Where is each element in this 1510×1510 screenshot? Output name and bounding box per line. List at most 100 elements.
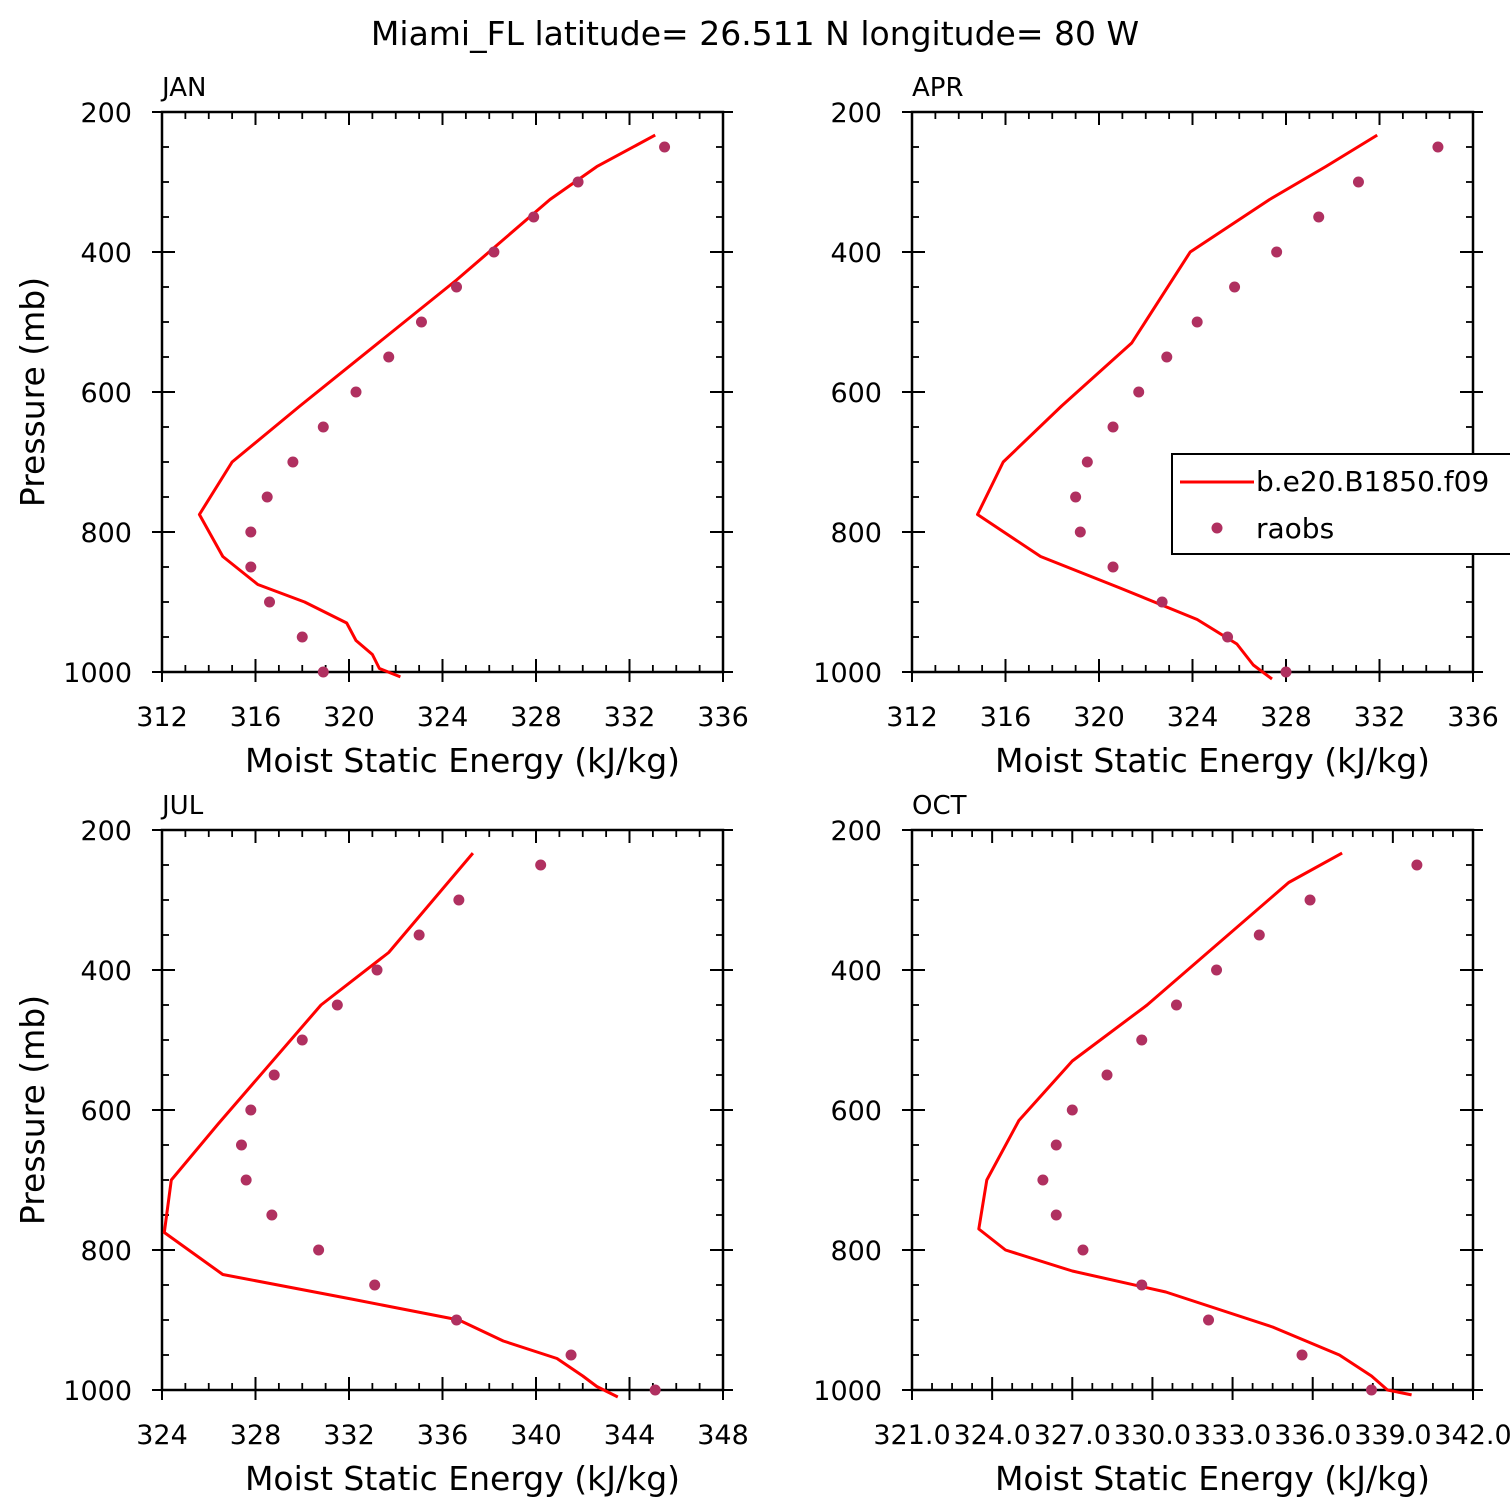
- data-point-raobs: [572, 176, 584, 188]
- data-point-raobs: [1352, 176, 1364, 188]
- data-point-raobs: [245, 561, 257, 573]
- data-point-raobs: [1161, 351, 1173, 363]
- panel-oct: 321.0 324.0 327.0 330.0 333.0 336.0 339.0 342.0…: [813, 791, 1510, 1498]
- data-point-raobs: [1170, 999, 1182, 1011]
- data-point-raobs: [296, 631, 308, 643]
- data-point-raobs: [1156, 596, 1168, 608]
- series-line-model: [197, 133, 656, 679]
- chart-title: Miami_FL latitude= 26.511 N longitude= 8…: [371, 14, 1139, 53]
- data-point-raobs: [1253, 929, 1265, 941]
- y-tick-label: 1000: [63, 658, 132, 689]
- x-tick-label: 332: [604, 702, 656, 733]
- x-axis-label: Moist Static Energy (kJ/kg): [995, 741, 1430, 780]
- data-point-raobs: [1070, 491, 1082, 503]
- y-tick-label: 600: [80, 378, 132, 409]
- data-point-raobs: [261, 491, 273, 503]
- data-point-raobs: [1365, 1384, 1377, 1396]
- data-point-raobs: [383, 351, 395, 363]
- data-point-raobs: [350, 386, 362, 398]
- data-point-raobs: [1050, 1139, 1062, 1151]
- panel-label: OCT: [912, 791, 967, 821]
- y-tick-label: 400: [830, 238, 882, 269]
- data-point-raobs: [1432, 141, 1444, 153]
- y-tick-label: 800: [830, 1236, 882, 1267]
- plot-frame: [910, 110, 1475, 674]
- x-tick-label: 324: [417, 702, 469, 733]
- x-tick-label: 328: [1260, 702, 1312, 733]
- data-point-raobs: [1296, 1349, 1308, 1361]
- data-point-raobs: [528, 211, 540, 223]
- y-tick-label: 200: [80, 816, 132, 847]
- data-point-raobs: [1066, 1104, 1078, 1116]
- y-tick-label: 1000: [813, 1376, 882, 1407]
- panel-jul: 324 328 332 336 340 344 348 200 400 600 800 1000 JUL…: [13, 791, 749, 1498]
- x-tick-label: 312: [136, 702, 188, 733]
- x-tick-label: 336: [417, 1420, 469, 1451]
- data-point-raobs: [371, 964, 383, 976]
- x-tick-label: 320: [1073, 702, 1125, 733]
- x-tick-label: 344: [604, 1420, 656, 1451]
- data-point-raobs: [1077, 1244, 1089, 1256]
- data-point-raobs: [317, 421, 329, 433]
- x-tick-label: 340: [510, 1420, 562, 1451]
- legend-label: b.e20.B1850.f09: [1256, 465, 1489, 498]
- data-point-raobs: [1203, 1314, 1215, 1326]
- data-point-raobs: [245, 1104, 257, 1116]
- data-point-raobs: [1107, 421, 1119, 433]
- panel-apr: 312 316 320 324 328 332 336 200 400 600 800 1000 APR…: [813, 73, 1510, 780]
- y-tick-label: 1000: [813, 658, 882, 689]
- data-point-raobs: [266, 1209, 278, 1221]
- data-point-raobs: [451, 281, 463, 293]
- y-tick-label: 400: [80, 956, 132, 987]
- data-point-raobs: [268, 1069, 280, 1081]
- x-tick-label: 333.0: [1194, 1420, 1271, 1451]
- x-axis-label: Moist Static Energy (kJ/kg): [245, 741, 680, 780]
- data-point-raobs: [649, 1384, 661, 1396]
- data-point-raobs: [535, 859, 547, 871]
- y-tick-label: 400: [830, 956, 882, 987]
- data-point-raobs: [287, 456, 299, 468]
- data-point-raobs: [659, 141, 671, 153]
- data-point-raobs: [1107, 561, 1119, 573]
- x-tick-label: 324.0: [953, 1420, 1030, 1451]
- y-tick-label: 800: [830, 518, 882, 549]
- data-point-raobs: [235, 1139, 247, 1151]
- y-tick-label: 1000: [63, 1376, 132, 1407]
- y-tick-label: 400: [80, 238, 132, 269]
- data-point-raobs: [488, 246, 500, 258]
- data-point-raobs: [451, 1314, 463, 1326]
- plot-frame: [910, 828, 1475, 1392]
- x-tick-label: 332: [1354, 702, 1406, 733]
- y-tick-label: 200: [80, 98, 132, 129]
- y-tick-label: 600: [830, 378, 882, 409]
- data-point-raobs: [296, 1034, 308, 1046]
- x-tick-label: 336.0: [1274, 1420, 1351, 1451]
- y-axis-label: Pressure (mb): [13, 995, 52, 1225]
- data-point-raobs: [313, 1244, 325, 1256]
- data-point-raobs: [331, 999, 343, 1011]
- y-tick-label: 800: [80, 1236, 132, 1267]
- x-tick-label: 316: [230, 702, 282, 733]
- data-point-raobs: [1050, 1209, 1062, 1221]
- legend-label: raobs: [1256, 512, 1334, 545]
- x-tick-label: 339.0: [1354, 1420, 1431, 1451]
- y-tick-label: 600: [830, 1096, 882, 1127]
- data-point-raobs: [1211, 964, 1223, 976]
- y-tick-label: 600: [80, 1096, 132, 1127]
- x-tick-label: 324: [1167, 702, 1219, 733]
- x-tick-label: 328: [230, 1420, 282, 1451]
- x-tick-label: 348: [697, 1420, 749, 1451]
- x-tick-label: 312: [886, 702, 938, 733]
- x-tick-label: 336: [697, 702, 749, 733]
- x-tick-label: 321.0: [873, 1420, 950, 1451]
- legend-box: [1171, 453, 1510, 555]
- y-tick-label: 200: [830, 816, 882, 847]
- data-point-raobs: [1229, 281, 1241, 293]
- x-tick-label: 324: [136, 1420, 188, 1451]
- y-tick-label: 800: [80, 518, 132, 549]
- legend: b.e20.B1850.f09 raobs: [1171, 453, 1510, 555]
- x-tick-label: 328: [510, 702, 562, 733]
- data-point-raobs: [1280, 666, 1292, 678]
- data-point-raobs: [369, 1279, 381, 1291]
